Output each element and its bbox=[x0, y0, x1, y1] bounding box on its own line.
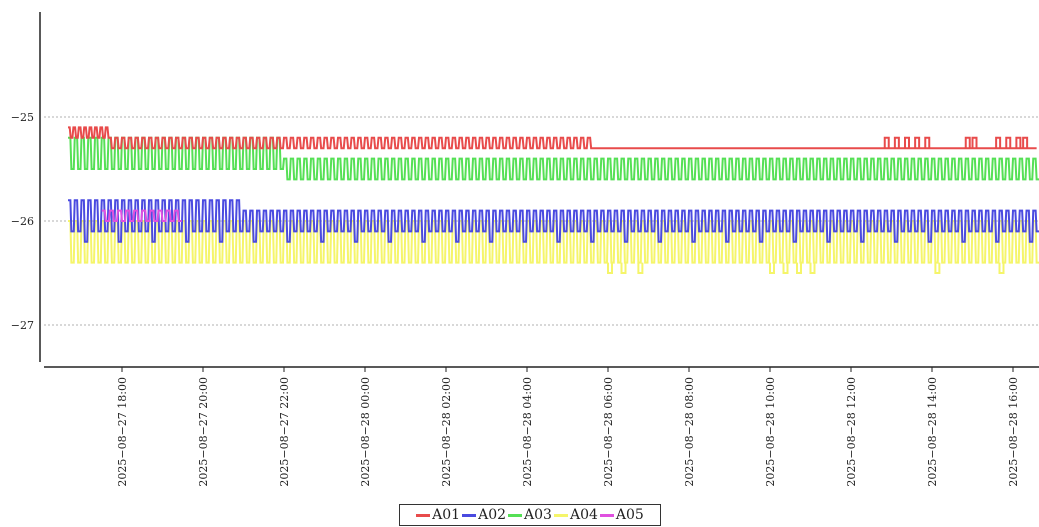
x-tick-label: 2025−08−28 08:00 bbox=[683, 377, 696, 487]
series-pulse-a01 bbox=[1005, 136, 1012, 149]
x-tick-label: 2025−08−28 10:00 bbox=[764, 377, 777, 487]
x-tick-label: 2025−08−28 02:00 bbox=[440, 377, 453, 487]
series-pulse-a04 bbox=[607, 262, 613, 274]
x-tick-label: 2025−08−28 00:00 bbox=[359, 377, 372, 487]
y-tick-label: −26 bbox=[11, 215, 34, 228]
legend-item-a02[interactable]: A02 bbox=[462, 507, 506, 523]
legend-label: A05 bbox=[615, 507, 644, 523]
legend: A01 A02 A03 A04 A05 bbox=[399, 504, 661, 526]
series-pulse-a01 bbox=[1022, 136, 1029, 149]
x-tick-label: 2025−08−27 22:00 bbox=[278, 377, 291, 487]
series-pulse-a04 bbox=[637, 262, 644, 274]
legend-swatch bbox=[553, 513, 568, 517]
x-tick-label: 2025−08−28 06:00 bbox=[602, 377, 615, 487]
series-pulse-a01 bbox=[883, 136, 890, 149]
series-pulse-a01 bbox=[893, 136, 900, 149]
legend-label: A02 bbox=[478, 507, 507, 523]
y-tick-label: −25 bbox=[11, 111, 34, 124]
x-tick-label: 2025−08−28 04:00 bbox=[521, 377, 534, 487]
legend-swatch bbox=[599, 513, 614, 517]
series-pulse-a04 bbox=[796, 262, 802, 274]
legend-swatch bbox=[462, 513, 477, 517]
series-pulse-a01 bbox=[964, 136, 971, 149]
legend-swatch bbox=[508, 513, 523, 517]
legend-item-a05[interactable]: A05 bbox=[599, 507, 644, 523]
legend-item-a04[interactable]: A04 bbox=[553, 507, 598, 523]
legend-label: A04 bbox=[569, 507, 598, 523]
plot-area bbox=[68, 126, 1039, 274]
series-line-a01 bbox=[68, 126, 1037, 150]
series-pulse-a04 bbox=[782, 262, 789, 274]
series-pulse-a01 bbox=[1015, 136, 1022, 149]
y-tick-label: −27 bbox=[11, 319, 34, 332]
series-pulse-a01 bbox=[904, 136, 910, 149]
series-pulse-a01 bbox=[914, 136, 921, 149]
series-pulse-a01 bbox=[971, 136, 978, 149]
x-tick-label: 2025−08−28 12:00 bbox=[845, 377, 858, 487]
series-pulse-a04 bbox=[620, 262, 627, 274]
series-line-a05 bbox=[101, 209, 182, 222]
x-tick-label: 2025−08−28 14:00 bbox=[926, 377, 939, 487]
series-pulse-a01 bbox=[995, 136, 1002, 149]
legend-swatch bbox=[416, 513, 431, 517]
series-pulse-a04 bbox=[934, 262, 941, 274]
x-tick-label: 2025−08−27 18:00 bbox=[116, 377, 129, 487]
series-pulse-a04 bbox=[809, 262, 816, 274]
legend-item-a01[interactable]: A01 bbox=[416, 507, 460, 523]
series-pulse-a01 bbox=[924, 136, 931, 149]
series-line-a02 bbox=[68, 199, 1039, 243]
legend-item-a03[interactable]: A03 bbox=[508, 507, 552, 523]
x-tick-label: 2025−08−28 16:00 bbox=[1007, 377, 1020, 487]
legend-label: A01 bbox=[432, 507, 461, 523]
series-pulse-a04 bbox=[998, 262, 1005, 274]
series-pulse-a04 bbox=[769, 262, 775, 274]
x-tick-label: 2025−08−27 20:00 bbox=[197, 377, 210, 487]
axes: −25 −26 −27 2025−08−27 18:00 2025−08−27 20:0… bbox=[11, 12, 1039, 487]
legend-label: A03 bbox=[524, 507, 552, 523]
